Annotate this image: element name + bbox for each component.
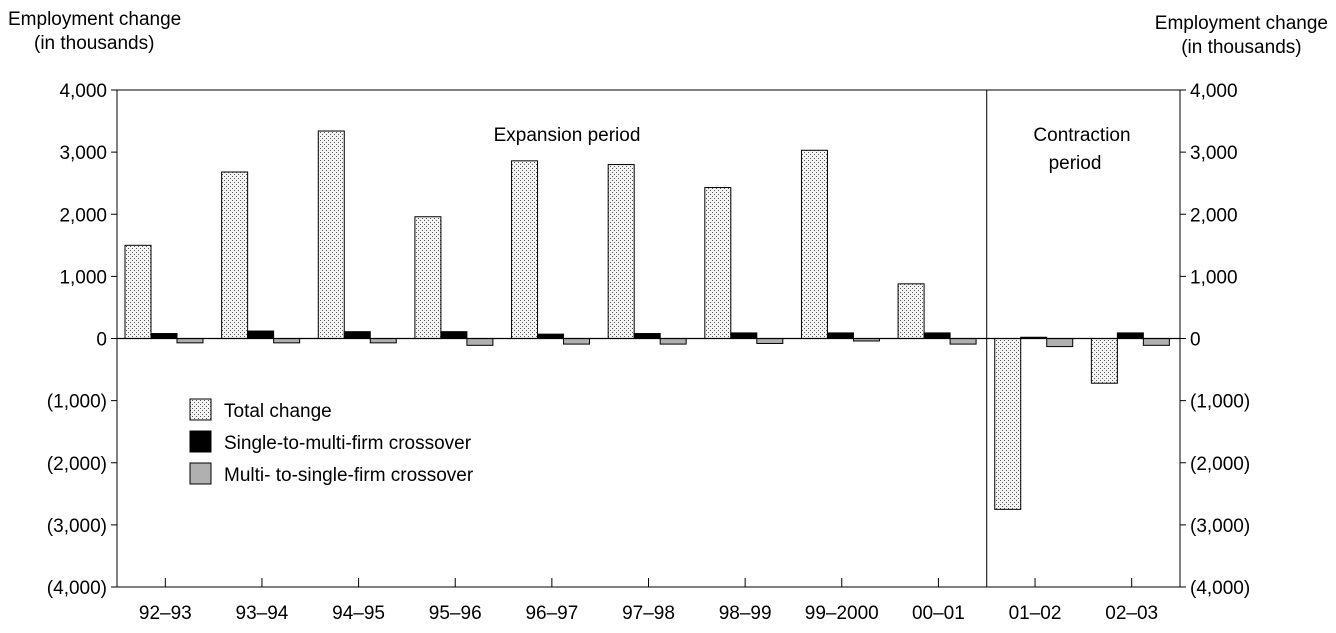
- left-y-axis-label-line1: Employment change: [8, 9, 182, 30]
- x-tick-label: 94–95: [332, 603, 385, 624]
- x-tick-label: 00–01: [912, 603, 965, 624]
- bar-single-to-multi: [343, 331, 371, 340]
- right-y-tick-label: 3,000: [1190, 143, 1238, 164]
- right-y-tick-label: (3,000): [1190, 516, 1250, 537]
- x-tick-label: 92–93: [139, 603, 192, 624]
- bar-multi-to-single: [176, 338, 204, 344]
- x-tick-label: 02–03: [1105, 603, 1158, 624]
- bar-multi-to-single: [1046, 338, 1074, 348]
- bar-single-to-multi: [440, 331, 468, 340]
- left-y-tick-label: 1,000: [59, 267, 107, 288]
- right-y-tick-label: (2,000): [1190, 454, 1250, 475]
- left-y-tick-label: 0: [96, 330, 107, 351]
- bar-total-change: [124, 244, 152, 339]
- bar-single-to-multi: [633, 333, 661, 339]
- right-y-axis-label: Employment change (in thousands): [1155, 12, 1328, 60]
- x-tick-label: 01–02: [1009, 603, 1062, 624]
- right-y-tick-label: 1,000: [1190, 267, 1238, 288]
- left-y-tick-label: (2,000): [47, 454, 107, 475]
- bar-total-change: [1090, 338, 1118, 384]
- left-y-tick-label: 4,000: [59, 81, 107, 102]
- x-tick-label: 98–99: [719, 603, 772, 624]
- bar-multi-to-single: [563, 338, 591, 345]
- left-y-tick-label: (4,000): [47, 578, 107, 599]
- bar-total-change: [607, 164, 635, 339]
- bar-single-to-multi: [923, 332, 951, 340]
- bar-single-to-multi: [826, 332, 854, 340]
- legend-swatch-single-to-multi: [189, 430, 212, 453]
- bar-multi-to-single: [369, 338, 397, 344]
- left-y-tick-label: 3,000: [59, 143, 107, 164]
- bar-multi-to-single: [756, 338, 784, 344]
- x-tick-label: 95–96: [429, 603, 482, 624]
- bar-total-change: [511, 160, 539, 339]
- right-y-tick-label: 0: [1190, 330, 1201, 351]
- right-y-tick-label: 2,000: [1190, 205, 1238, 226]
- bar-total-change: [897, 283, 925, 339]
- left-y-tick-label: (3,000): [47, 516, 107, 537]
- right-y-tick-label: 4,000: [1190, 81, 1238, 102]
- left-y-tick-label: 2,000: [59, 205, 107, 226]
- x-tick-label: 97–98: [622, 603, 675, 624]
- x-tick-label: 96–97: [525, 603, 578, 624]
- bar-total-change: [800, 149, 828, 339]
- annotation-contraction-line2: period: [1049, 153, 1102, 174]
- legend-label: Multi- to-single-firm crossover: [224, 465, 474, 486]
- legend-swatch-multi-to-single: [189, 462, 212, 485]
- bar-multi-to-single: [273, 338, 301, 344]
- right-y-tick-label: (4,000): [1190, 578, 1250, 599]
- left-y-axis-label-line2: (in thousands): [34, 33, 155, 54]
- bar-single-to-multi: [1116, 332, 1144, 340]
- legend-label: Single-to-multi-firm crossover: [224, 433, 472, 454]
- bar-single-to-multi: [730, 332, 758, 340]
- bar-multi-to-single: [659, 338, 687, 345]
- annotation-contraction-line1: Contraction: [1033, 125, 1130, 146]
- bar-single-to-multi: [150, 333, 178, 339]
- right-y-axis-label-line1: Employment change: [1154, 13, 1328, 34]
- left-y-tick-label: (1,000): [47, 392, 107, 413]
- right-y-axis-label-line2: (in thousands): [1181, 37, 1302, 58]
- bar-total-change: [317, 130, 345, 339]
- x-tick-label: 93–94: [236, 603, 289, 624]
- right-y-tick-label: (1,000): [1190, 392, 1250, 413]
- legend-swatch-total: [189, 398, 212, 421]
- bar-multi-to-single: [949, 338, 977, 345]
- x-tick-label: 99–2000: [805, 603, 879, 624]
- bar-multi-to-single: [1142, 338, 1170, 346]
- bar-single-to-multi: [537, 333, 565, 339]
- bar-total-change: [704, 187, 732, 339]
- left-y-axis-label: Employment change (in thousands): [8, 8, 181, 56]
- legend-label: Total change: [224, 401, 332, 422]
- bar-total-change: [414, 216, 442, 339]
- bar-total-change: [994, 338, 1022, 510]
- bar-multi-to-single: [466, 338, 494, 346]
- bar-single-to-multi: [247, 330, 275, 340]
- annotation-expansion-period: Expansion period: [494, 125, 641, 146]
- bar-total-change: [221, 171, 249, 339]
